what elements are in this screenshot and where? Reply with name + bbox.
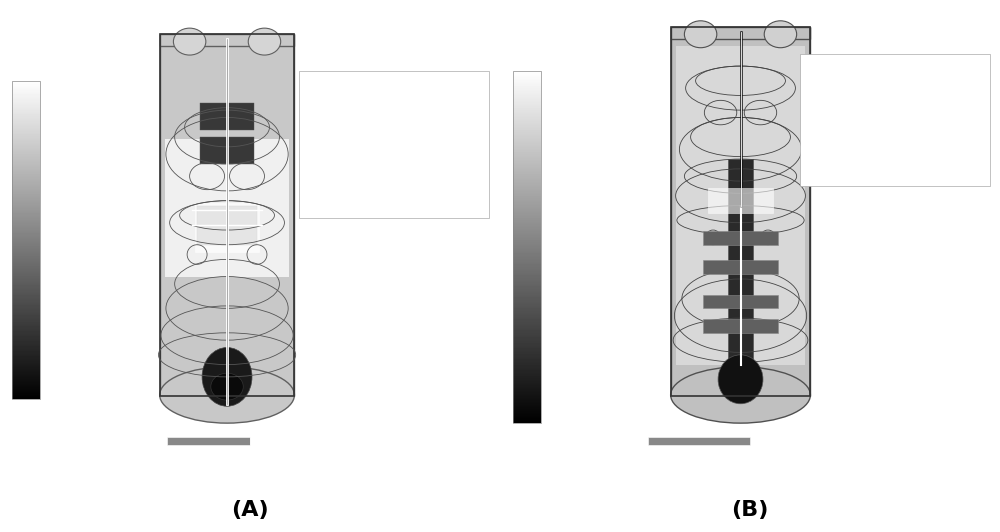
Text: 转速 124（rpm）: 转速 124（rpm） xyxy=(808,83,877,93)
Text: 3.985: 3.985 xyxy=(321,425,343,434)
Ellipse shape xyxy=(202,347,252,406)
Text: 2.268: 2.268 xyxy=(740,425,761,434)
Bar xyxy=(167,437,250,445)
Text: (m): (m) xyxy=(861,425,874,434)
Text: 0: 0 xyxy=(646,425,651,434)
Text: −2.644e-001: −2.644e-001 xyxy=(545,350,593,356)
Text: −4.483e-001: −4.483e-001 xyxy=(545,279,593,285)
Text: 粘度 200（cp）: 粘度 200（cp） xyxy=(808,169,868,179)
Text: −7.241e-001: −7.241e-001 xyxy=(545,173,593,180)
Bar xyxy=(197,205,257,245)
Bar xyxy=(648,437,750,445)
Bar xyxy=(703,260,778,274)
Text: (m): (m) xyxy=(340,425,353,434)
Bar xyxy=(703,295,778,309)
Bar xyxy=(250,437,332,445)
Text: 转速 124（rpm）: 转速 124（rpm） xyxy=(312,93,381,103)
Text: Air at 25 C.Volume Fraction: Air at 25 C.Volume Fraction xyxy=(513,39,618,48)
Ellipse shape xyxy=(718,355,763,404)
Bar xyxy=(513,71,541,423)
Text: −3.563e-001: −3.563e-001 xyxy=(545,314,593,321)
Bar xyxy=(703,319,778,333)
Ellipse shape xyxy=(160,367,294,423)
Bar xyxy=(676,46,805,364)
Bar xyxy=(703,231,778,245)
Bar xyxy=(165,139,289,277)
Bar xyxy=(671,27,810,396)
Text: −5.402e-001: −5.402e-001 xyxy=(545,244,593,250)
Text: 1.993: 1.993 xyxy=(239,425,260,434)
Text: −1.000e+000: −1.000e+000 xyxy=(44,78,92,84)
Bar xyxy=(160,34,294,46)
Text: Contour 1): Contour 1) xyxy=(513,55,554,64)
Ellipse shape xyxy=(764,21,797,48)
Bar xyxy=(200,137,254,164)
Text: −1.724e-001: −1.724e-001 xyxy=(545,385,593,391)
Text: −8.046e-002: −8.046e-002 xyxy=(545,420,593,426)
Text: Air at 25 C.Volume Fraction: Air at 25 C.Volume Fraction xyxy=(12,49,117,58)
Ellipse shape xyxy=(211,373,243,400)
Ellipse shape xyxy=(684,21,717,48)
Ellipse shape xyxy=(248,28,281,55)
Text: −5.000e-001: −5.000e-001 xyxy=(44,237,92,243)
Text: −6.322e-001: −6.322e-001 xyxy=(545,209,593,215)
Bar xyxy=(671,27,810,396)
Bar xyxy=(160,34,294,396)
Bar xyxy=(728,159,753,364)
Text: (B): (B) xyxy=(731,501,769,520)
Text: (Plane 4): (Plane 4) xyxy=(12,65,47,74)
Text: (A): (A) xyxy=(231,501,269,520)
Text: −9.080e-001: −9.080e-001 xyxy=(545,103,593,109)
Bar xyxy=(299,71,489,218)
Bar xyxy=(195,203,259,252)
Text: −7.500e-001: −7.500e-001 xyxy=(44,157,92,163)
Bar xyxy=(750,437,853,445)
Text: 4.535: 4.535 xyxy=(842,425,864,434)
Text: 空气流速 1.2（vvm）: 空气流速 1.2（vvm） xyxy=(312,142,392,152)
Bar xyxy=(671,27,810,39)
Bar xyxy=(708,188,773,213)
Bar xyxy=(160,34,294,396)
Bar xyxy=(12,81,40,399)
Text: −8.161e-001: −8.161e-001 xyxy=(545,138,593,145)
Text: −1.003e-015: −1.003e-015 xyxy=(44,396,92,402)
Text: −1.000e+000: −1.000e+000 xyxy=(545,68,593,74)
Ellipse shape xyxy=(671,367,810,423)
Ellipse shape xyxy=(173,28,206,55)
Text: −2.500e-001: −2.500e-001 xyxy=(44,317,92,322)
Bar xyxy=(200,103,254,130)
Text: 粘度 200（cp）: 粘度 200（cp） xyxy=(312,191,372,201)
Text: 0: 0 xyxy=(165,425,170,434)
Bar xyxy=(800,54,990,186)
Text: CFX®: CFX® xyxy=(449,17,474,26)
Text: 空气流速 1.2（vvm）: 空气流速 1.2（vvm） xyxy=(808,124,888,135)
